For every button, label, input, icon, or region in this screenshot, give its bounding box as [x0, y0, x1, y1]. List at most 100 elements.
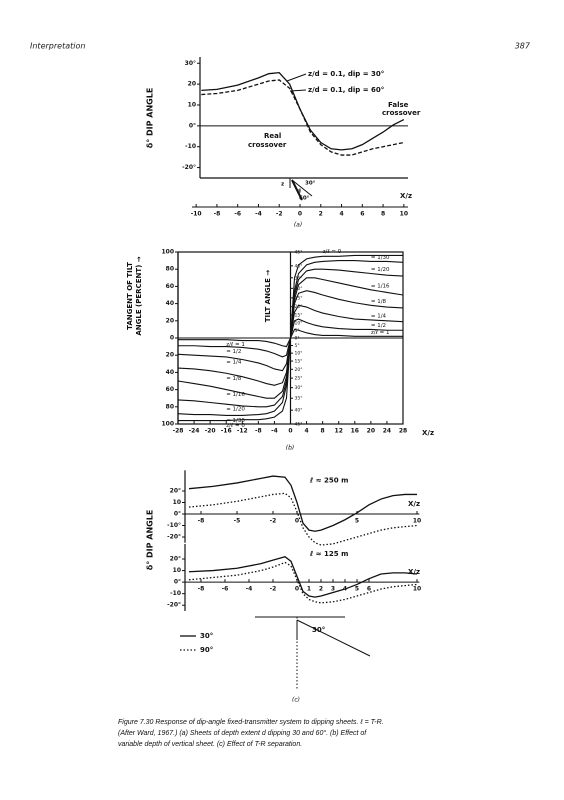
sketch-label: d [297, 189, 301, 195]
y-tick-label: -10 [170, 590, 181, 597]
series-label: = 1/20 [371, 267, 390, 273]
y-axis-label: δ° DIP ANGLE [146, 88, 155, 149]
x-tick-label: 4 [304, 428, 308, 435]
x-tick-label: 0 [298, 211, 302, 218]
x-tick-label: 0 [288, 428, 292, 435]
annotation: False [388, 101, 409, 109]
y-tick-label: -20° [182, 164, 196, 171]
sketch-label: 30° [305, 181, 316, 187]
y-tick-label: 60 [166, 283, 174, 290]
y2-tick-label: 30° [295, 286, 303, 292]
x-tick-label: 3 [331, 586, 335, 593]
leader [289, 89, 307, 92]
y2-tick-label: 15° [295, 312, 303, 318]
x-tick-label: 6 [360, 211, 364, 218]
sketch-label: 30° [312, 626, 325, 634]
data-line [188, 561, 418, 604]
data-line [188, 475, 417, 532]
x-tick-label: -4 [246, 586, 253, 593]
sketch-label: z [281, 182, 284, 188]
x-tick-label: -2 [270, 518, 277, 525]
series-label: z/ℓ = 1 [226, 342, 245, 348]
series-label: = 1/2 [371, 323, 386, 329]
y-tick-label: 40 [166, 300, 174, 307]
x-tick-label: 10 [400, 211, 408, 218]
series-label: = 1/4 [371, 313, 387, 319]
y-tick-label: -20° [167, 534, 181, 541]
x-tick-label: -12 [237, 428, 248, 435]
x-tick-label: 2 [319, 211, 323, 218]
page-number: 387 [515, 42, 531, 51]
y-tick-label: 20 [188, 81, 196, 88]
sketch-label: 60° [299, 196, 310, 202]
y-tick-label: 10 [173, 499, 181, 506]
y-tick-label: 100 [161, 421, 174, 428]
x-axis-label: X/z [408, 568, 420, 576]
caption-line: (After Ward, 1967.) (a) Sheets of depth … [118, 729, 367, 737]
leader [286, 73, 307, 82]
data-line [201, 71, 405, 151]
y-tick-label: 20 [166, 352, 174, 359]
y-tick-label: 0° [174, 579, 181, 586]
x-tick-label: 28 [399, 428, 407, 435]
series-label: = 1/8 [371, 299, 387, 305]
x-tick-label: -8 [198, 518, 205, 525]
x-tick-label: 5 [355, 586, 359, 593]
annotation: ℓ ≈ 250 m [309, 476, 348, 484]
x-tick-label: 8 [321, 428, 325, 435]
series-label: z/d = 0.1, dip = 60° [308, 86, 384, 94]
series-label: = 1/16 [226, 392, 245, 398]
y2-tick-label: 20° [295, 304, 303, 310]
y2-tick-label: 5° [295, 343, 300, 349]
x-tick-label: -10 [191, 211, 202, 218]
y2-tick-label: 35° [295, 396, 303, 402]
x-tick-label: -16 [221, 428, 232, 435]
sheet-30 [291, 179, 313, 197]
y-tick-label: -10° [167, 522, 181, 529]
series-label: z/d = 0.1, dip = 30° [308, 70, 384, 78]
data-line [188, 555, 418, 598]
series-label: z/ℓ = 0 [323, 249, 342, 255]
caption-line: Figure 7.30 Response of dip-angle fixed-… [118, 719, 384, 726]
data-line [178, 328, 403, 348]
x-tick-label: 16 [351, 428, 359, 435]
y2-tick-label: 25° [295, 295, 303, 301]
dipping-sheet [296, 619, 371, 657]
x-tick-label: 8 [381, 211, 385, 218]
y-tick-label: -10 [185, 143, 196, 150]
x-tick-label: 0 [295, 518, 299, 525]
y2-tick-label: 30° [295, 385, 303, 391]
chart-label: (b) [286, 445, 295, 452]
y-tick-label: 0 [170, 335, 174, 342]
x-tick-label: -8 [255, 428, 262, 435]
x-tick-label: -8 [198, 586, 205, 593]
series-label: z/ℓ = 0 [226, 423, 245, 429]
y-axis-label: δ° DIP ANGLE [146, 510, 155, 571]
legend-label: 30° [200, 632, 213, 640]
series-label: = 1/8 [226, 376, 242, 382]
sheet-60 [291, 179, 303, 201]
caption-line: variable depth of vertical sheet. (c) Ef… [118, 741, 302, 748]
series-label: z/ℓ = 1 [371, 330, 390, 336]
y2-tick-label: 25° [295, 376, 303, 382]
x-tick-label: -4 [255, 211, 262, 218]
y-tick-label: 0° [189, 122, 196, 129]
y2-tick-label: 40° [295, 408, 303, 414]
x-tick-label: -2 [276, 211, 283, 218]
series-label: = 1/30 [371, 255, 390, 261]
x-tick-label: 5 [355, 518, 359, 525]
y2-tick-label: 15° [295, 359, 303, 365]
series-label: = 1/4 [226, 359, 242, 365]
x-tick-label: 0 [295, 586, 299, 593]
annotation: ℓ ≈ 125 m [309, 550, 348, 558]
sketch-a [289, 178, 313, 201]
y-tick-label: 20 [166, 317, 174, 324]
x-tick-label: -24 [189, 428, 200, 435]
x-axis-label: X/z [408, 500, 420, 508]
y-tick-label: 80 [166, 403, 174, 410]
x-axis-label: X/z [400, 192, 412, 200]
y-tick-label: 20° [170, 556, 181, 563]
series-label: = 1/2 [226, 349, 241, 355]
